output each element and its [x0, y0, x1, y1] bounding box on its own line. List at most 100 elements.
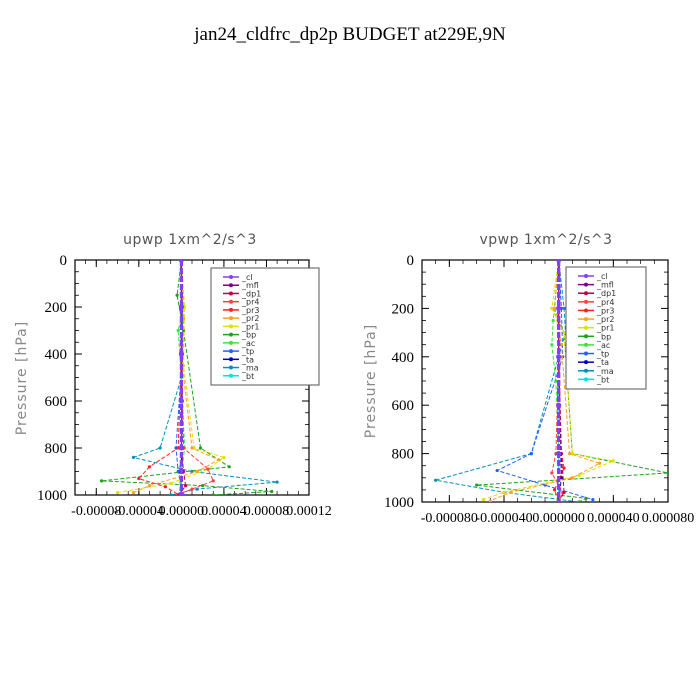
series-point-tp [591, 497, 595, 502]
legend-label: _bt [596, 375, 609, 384]
series-point-bp [666, 471, 668, 475]
series-point-cl [178, 492, 184, 495]
series-point-pr2 [488, 499, 492, 502]
legend-marker [584, 308, 588, 313]
legend-marker [584, 325, 588, 330]
series-point-bp [211, 493, 215, 495]
series-point-pr2 [568, 452, 572, 456]
series-point-ma [195, 487, 199, 491]
y-axis-label: Pressure [hPa] [14, 321, 30, 435]
x-tick-label: 0.000040 [587, 511, 640, 526]
legend-label: _tp [596, 350, 609, 359]
legend-label: _pr1 [596, 324, 614, 333]
legend-marker [584, 317, 588, 322]
legend-marker [584, 282, 588, 287]
series-point-pr3 [176, 446, 180, 450]
series-point-pr3 [147, 465, 152, 469]
legend-marker [584, 291, 588, 296]
series-point-pr2 [195, 469, 199, 474]
legend-marker [229, 291, 233, 296]
series-point-cl [556, 305, 562, 311]
series-point-pr2 [570, 476, 574, 480]
legend-marker [584, 368, 588, 373]
legend-marker [584, 377, 588, 382]
legend-label: _bp [241, 331, 256, 340]
legend-marker [229, 316, 233, 321]
series-point-cl [556, 451, 562, 457]
legend-marker [584, 360, 588, 365]
series-point-pr2 [509, 490, 513, 494]
legend-marker [229, 340, 233, 345]
series-point-pr3 [137, 476, 141, 481]
series-point-pr2 [131, 491, 136, 495]
series-point-cl [178, 351, 184, 357]
series-point-pr1 [611, 459, 615, 463]
series-point-bp [584, 496, 588, 500]
series-point-dp1 [184, 484, 188, 488]
x-tick-label: 0.00008 [244, 504, 290, 519]
series-line-pr1 [117, 260, 225, 494]
legend-label: _mfl [241, 281, 259, 290]
legend-label: _cl [241, 273, 253, 282]
series-point-pr2 [216, 458, 221, 462]
series-point-pr1 [182, 305, 187, 309]
x-tick-label: 0.00000 [159, 504, 205, 519]
legend-marker [584, 342, 588, 347]
series-point-pr1 [115, 491, 120, 495]
legend-marker [584, 351, 588, 356]
legend-marker [229, 283, 233, 288]
y-tick-label: 0 [60, 253, 68, 269]
series-lines [434, 260, 668, 502]
series-point-cl [178, 398, 184, 404]
y-tick-label: 600 [45, 394, 68, 410]
legend-label: _pr2 [596, 315, 614, 324]
y-tick-label: 0 [407, 253, 415, 269]
series-point-dp1 [562, 490, 566, 494]
panel-title: upwp 1xm^2/s^3 [123, 232, 257, 248]
legend-marker [229, 365, 233, 370]
series-point-pr4 [190, 487, 194, 491]
series-point-pr1 [562, 331, 566, 335]
series-line-pr2 [133, 260, 220, 494]
series-lines [99, 260, 279, 495]
legend-marker [229, 349, 233, 354]
legend-label: _dp1 [596, 289, 616, 298]
y-tick-label: 800 [392, 447, 415, 463]
y-tick-label: 200 [45, 300, 68, 316]
vpwp-panel: vpwp 1xm^2/s^3 Pressure [hPa] 0 200 400 600… [363, 232, 694, 526]
y-tick-label: 1000 [37, 488, 67, 504]
legend-marker [229, 299, 233, 304]
series-point-pr2 [598, 461, 602, 465]
y-tick-label: 400 [45, 347, 68, 363]
legend-label: _dp1 [241, 289, 261, 298]
series-line-pr1 [483, 260, 616, 501]
series-point-cl [178, 304, 184, 310]
legend-marker [229, 324, 233, 329]
series-point-tp [495, 468, 499, 473]
x-tick-label: 0.000080 [642, 511, 695, 526]
series-point-ma [562, 306, 566, 310]
series-point-bp [198, 446, 203, 450]
series-point-tp [529, 452, 533, 456]
series-point-bp [270, 489, 274, 494]
series-point-ma [158, 446, 162, 450]
series-point-pr3 [562, 466, 566, 470]
legend-label: _ac [241, 339, 255, 348]
legend-label: _bt [241, 372, 254, 381]
legend-label: _bp [596, 332, 611, 341]
series-point-pr1 [222, 455, 226, 459]
y-tick-label: 800 [45, 441, 68, 457]
legend-marker [229, 332, 233, 337]
series-point-bp [475, 483, 479, 487]
legend-label: _pr3 [241, 306, 259, 315]
x-tick-label: 0.000000 [532, 511, 585, 526]
legend-label: _pr4 [241, 298, 259, 307]
series-point-pr1 [502, 490, 506, 494]
y-tick-label: 200 [392, 301, 415, 317]
y-tick-label: 400 [392, 350, 415, 366]
series-point-pr4 [550, 471, 554, 475]
legend: _cl_mfl_dp1_pr4_pr3_pr2_pr1_bp_ac_tp_ta_… [565, 266, 647, 390]
series-point-ma [434, 478, 438, 482]
x-tick-label: -0.00004 [114, 504, 164, 519]
